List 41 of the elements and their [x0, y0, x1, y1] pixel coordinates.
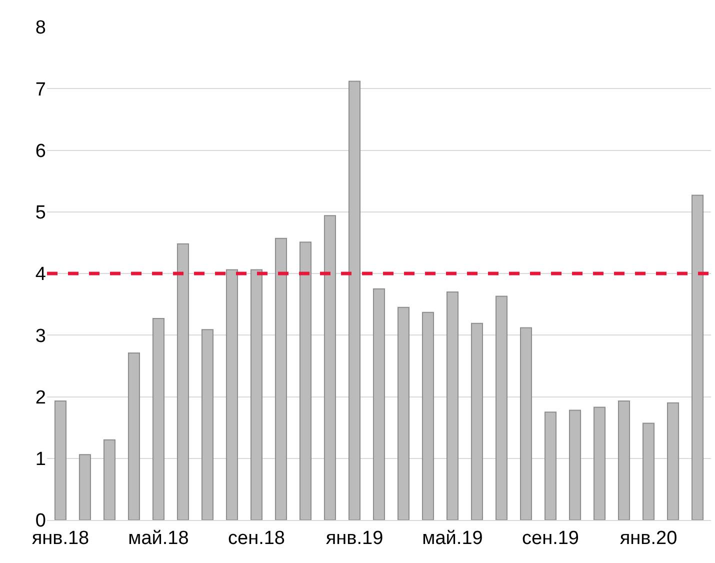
x-tick-label: май.18: [128, 528, 189, 549]
bar: [152, 318, 164, 520]
bar: [324, 215, 336, 520]
bar: [372, 288, 386, 520]
y-tick-label: 8: [35, 18, 46, 39]
bar: [446, 291, 459, 520]
bar: [103, 439, 116, 520]
y-tick-label: 5: [35, 202, 46, 224]
y-tick-label: 1: [35, 449, 46, 470]
bar: [594, 406, 606, 520]
bar: [422, 312, 434, 520]
x-tick-label: янв.20: [620, 528, 678, 549]
bar: [692, 194, 704, 520]
y-tick-label: 6: [35, 140, 46, 162]
bar: [618, 400, 630, 520]
x-tick-label: сен.18: [228, 528, 285, 549]
bar: [226, 269, 238, 520]
bar: [520, 327, 532, 520]
x-tick-label: янв.19: [326, 528, 384, 549]
bar: [569, 410, 582, 520]
bar: [128, 352, 140, 520]
bar: [250, 269, 262, 520]
bar: [496, 296, 508, 520]
x-tick-label: сен.19: [522, 528, 579, 549]
bar: [54, 400, 66, 520]
bar: [348, 80, 361, 520]
y-tick-label: 4: [35, 264, 46, 286]
y-tick-label: 3: [35, 326, 46, 347]
bar: [176, 243, 189, 520]
bar: [274, 238, 288, 520]
bar: [470, 322, 484, 520]
y-tick-label: 2: [35, 387, 46, 408]
bar: [201, 329, 214, 520]
y-tick-label: 7: [35, 79, 46, 100]
bar: [397, 306, 410, 520]
bar: [667, 402, 680, 520]
bar: [544, 412, 557, 520]
x-tick-label: май.19: [422, 528, 483, 549]
bar: [299, 242, 312, 520]
bar: [642, 422, 655, 520]
bar: [78, 454, 91, 520]
